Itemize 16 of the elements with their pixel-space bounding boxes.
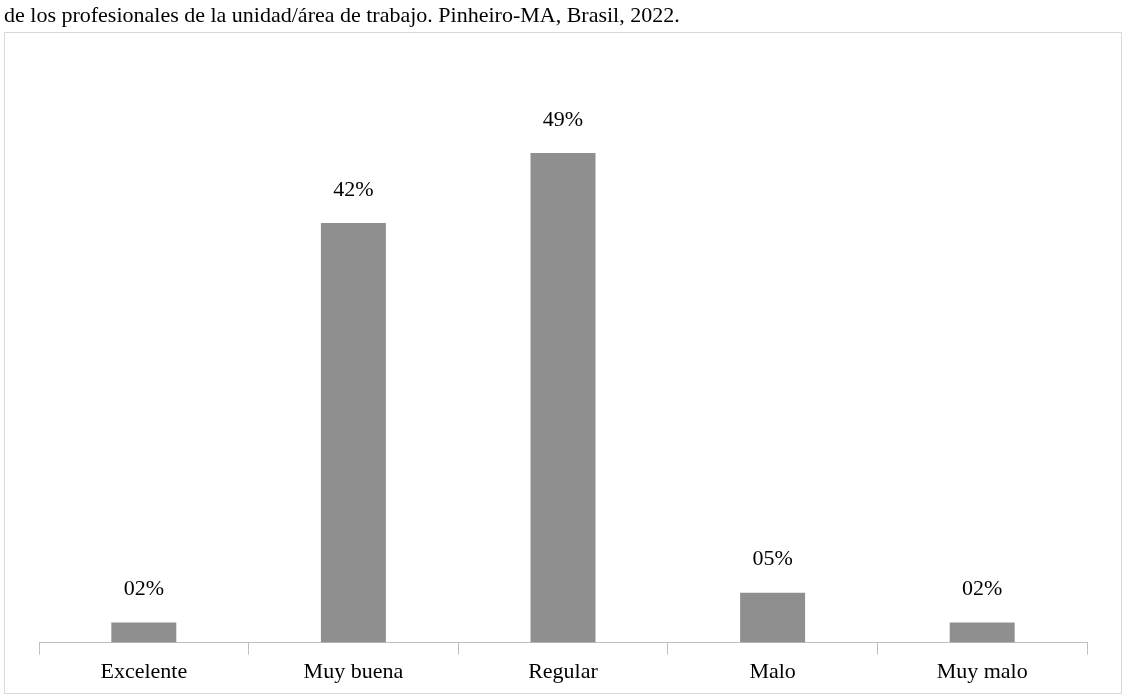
data-label: 49% <box>542 105 584 131</box>
x-tick-label: Muy buena <box>303 657 404 683</box>
data-label: 05% <box>752 545 793 571</box>
data-label: 42% <box>333 175 374 201</box>
bar <box>949 622 1015 643</box>
bar <box>740 592 806 643</box>
bar <box>530 152 596 643</box>
x-tick-label: Excelente <box>100 657 188 683</box>
data-label: 02% <box>123 575 164 601</box>
bar <box>111 622 177 643</box>
x-tick-label: Malo <box>749 657 796 683</box>
x-tick-label: Regular <box>528 657 599 683</box>
data-label: 02% <box>962 575 1003 601</box>
x-tick-label: Muy malo <box>936 657 1028 683</box>
chart-title: de los profesionales de la unidad/área de trabajo. Pinheiro-MA, Brasil, 2022. <box>3 1 681 29</box>
bar <box>320 222 386 643</box>
